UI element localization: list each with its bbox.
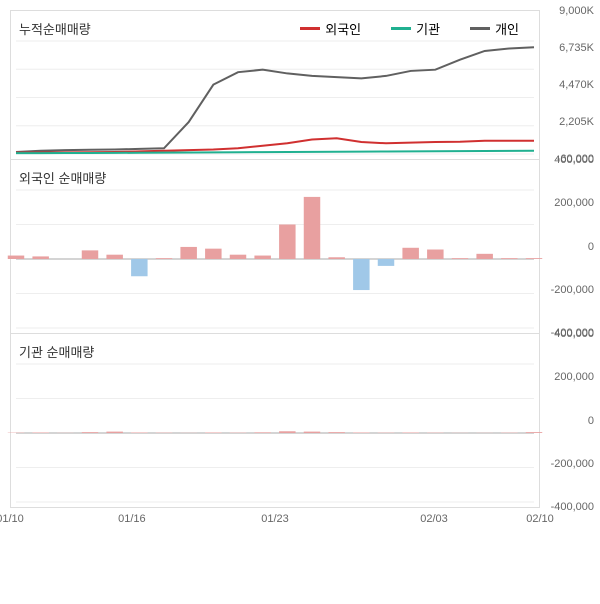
x-tick: 01/10: [0, 513, 24, 525]
y-tick: 2,205K: [559, 116, 594, 128]
panel3-yaxis: 400,000200,0000-200,000-400,000: [544, 334, 594, 507]
y-tick: 200,000: [554, 197, 594, 209]
legend-swatch-individual: [470, 27, 490, 30]
y-tick: 4,470K: [559, 79, 594, 91]
foreign-panel: 외국인 순매매량 400,000200,0000-200,000-400,000: [10, 159, 540, 334]
legend-label-foreign: 외국인: [325, 19, 361, 38]
legend-swatch-institution: [391, 27, 411, 30]
panel2-plot: [16, 190, 534, 328]
panel1-plot: [16, 41, 534, 154]
y-tick: 200,000: [554, 371, 594, 383]
cumulative-panel: 누적순매매량 외국인 기관 개인 9,000K6,735K4,470K2,205…: [10, 10, 540, 160]
y-tick: 0: [588, 241, 594, 253]
y-tick: -200,000: [551, 458, 594, 470]
panel1-title: 누적순매매량: [19, 19, 91, 38]
y-tick: -400,000: [551, 501, 594, 513]
y-tick: 9,000K: [559, 5, 594, 17]
legend-individual: 개인: [470, 19, 519, 38]
legend-label-institution: 기관: [416, 19, 440, 38]
x-axis: 01/1001/1601/2302/0302/10: [10, 513, 540, 543]
y-tick: 0: [588, 415, 594, 427]
panel3-plot: [16, 364, 534, 502]
panel2-title: 외국인 순매매량: [19, 168, 106, 187]
panel3-title: 기관 순매매량: [19, 342, 94, 361]
legend-swatch-foreign: [300, 27, 320, 30]
panel3-svg: [16, 364, 534, 502]
y-tick: 6,735K: [559, 42, 594, 54]
chart-container: 누적순매매량 외국인 기관 개인 9,000K 6,735K 4,470K 2,205…: [0, 0, 600, 543]
x-tick: 02/10: [526, 513, 554, 525]
panel1-svg: [16, 41, 534, 154]
legend: 외국인 기관 개인: [300, 19, 519, 38]
x-tick: 02/03: [420, 513, 448, 525]
panel2-yaxis: 400,000200,0000-200,000-400,000: [544, 160, 594, 333]
legend-foreign: 외국인: [300, 19, 361, 38]
panel2-svg: [16, 190, 534, 328]
y-tick: 400,000: [554, 154, 594, 166]
legend-label-individual: 개인: [495, 19, 519, 38]
panel1-yaxis: 9,000K6,735K4,470K2,205K-60,000: [544, 11, 594, 159]
x-tick: 01/23: [261, 513, 289, 525]
institution-panel: 기관 순매매량 400,000200,0000-200,000-400,000: [10, 333, 540, 508]
y-tick: -200,000: [551, 284, 594, 296]
x-tick: 01/16: [118, 513, 146, 525]
y-tick: 400,000: [554, 328, 594, 340]
legend-institution: 기관: [391, 19, 440, 38]
